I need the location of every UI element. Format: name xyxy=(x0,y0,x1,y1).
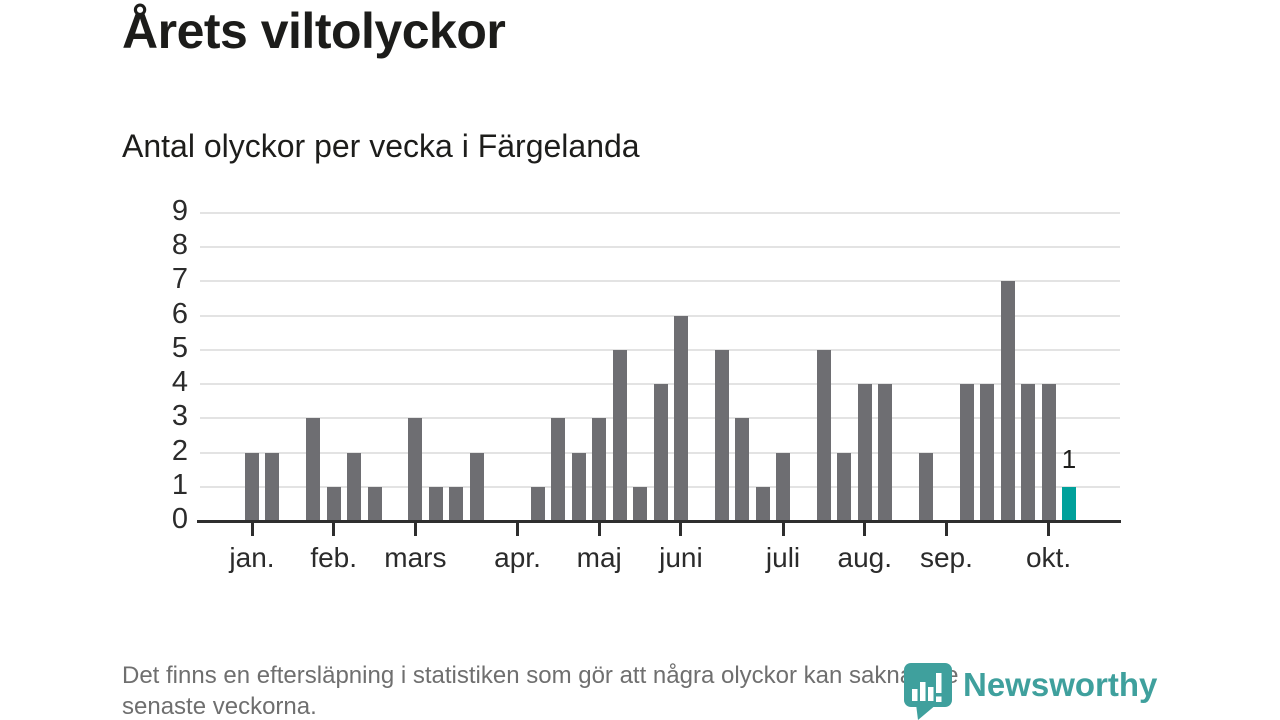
x-axis-month-label: feb. xyxy=(310,542,358,573)
bar xyxy=(530,486,545,521)
y-axis-label: 1 xyxy=(171,468,188,501)
x-axis-tick xyxy=(944,523,948,536)
chart-title: Årets viltolyckor xyxy=(122,3,506,59)
bar xyxy=(408,418,423,521)
x-axis-tick xyxy=(332,523,336,536)
bar xyxy=(714,349,729,521)
bar xyxy=(776,452,791,521)
bar xyxy=(469,452,484,521)
x-axis-month-label: juli xyxy=(765,542,801,573)
x-axis-month-label: sep. xyxy=(919,542,973,573)
x-axis-month-label: maj xyxy=(576,542,622,573)
bar xyxy=(1041,384,1056,521)
x-axis-tick xyxy=(863,523,867,536)
gridline xyxy=(200,212,1120,214)
bar xyxy=(653,384,668,521)
gridline xyxy=(200,314,1120,317)
x-axis-month-label: juni xyxy=(659,542,703,573)
x-axis-tick xyxy=(413,523,417,536)
y-axis-label: 9 xyxy=(171,195,188,228)
bar xyxy=(919,452,934,521)
y-axis-label: 2 xyxy=(171,434,188,467)
bar xyxy=(1000,281,1015,521)
y-axis-label: 0 xyxy=(171,503,188,536)
bar xyxy=(347,452,362,521)
bar xyxy=(612,349,627,521)
bar xyxy=(306,418,321,521)
newsworthy-logo: Newsworthy xyxy=(903,662,1157,720)
bar xyxy=(1021,384,1036,521)
bar xyxy=(633,486,648,521)
bar-value-label: 1 xyxy=(1061,444,1077,474)
bar xyxy=(959,384,974,521)
x-axis xyxy=(197,520,1121,523)
bar xyxy=(265,452,280,521)
y-axis-label: 3 xyxy=(171,400,188,433)
bar xyxy=(551,418,566,521)
bar xyxy=(673,315,688,521)
x-axis-tick xyxy=(679,523,683,536)
bar xyxy=(592,418,607,521)
bar xyxy=(367,486,382,521)
bar xyxy=(878,384,893,521)
x-axis-tick xyxy=(781,523,785,536)
bar xyxy=(449,486,464,521)
chart-subtitle: Antal olyckor per vecka i Färgelanda xyxy=(122,128,640,164)
x-axis-tick xyxy=(1047,523,1051,536)
bar xyxy=(837,452,852,521)
bar xyxy=(735,418,750,521)
gridline xyxy=(200,348,1120,351)
x-axis-tick xyxy=(597,523,601,536)
x-axis-month-label: apr. xyxy=(494,542,541,573)
y-axis-label: 7 xyxy=(171,263,188,296)
y-axis-label: 5 xyxy=(171,332,188,365)
x-axis-month-label: aug. xyxy=(837,542,893,573)
bar-highlight xyxy=(1062,486,1076,521)
x-axis-tick xyxy=(516,523,520,536)
y-axis-label: 8 xyxy=(171,229,188,262)
x-axis-month-label: jan. xyxy=(229,542,275,573)
newsworthy-pin-icon xyxy=(904,663,952,720)
gridline xyxy=(200,246,1120,249)
bar xyxy=(428,486,443,521)
bar xyxy=(857,384,872,521)
bar xyxy=(571,452,586,521)
footnote: Det finns en eftersläpning i statistiken… xyxy=(122,662,958,720)
x-axis-month-label: mars xyxy=(384,542,447,573)
bar xyxy=(980,384,995,521)
bar xyxy=(816,349,831,521)
bar xyxy=(755,486,770,521)
x-axis-tick xyxy=(250,523,254,536)
newsworthy-logo-text: Newsworthy xyxy=(963,666,1158,703)
y-axis-label: 6 xyxy=(171,297,188,330)
gridline xyxy=(200,280,1120,283)
bar xyxy=(245,452,259,521)
x-axis-month-label: okt. xyxy=(1025,542,1072,573)
bar xyxy=(326,486,341,521)
y-axis-label: 4 xyxy=(171,366,188,399)
